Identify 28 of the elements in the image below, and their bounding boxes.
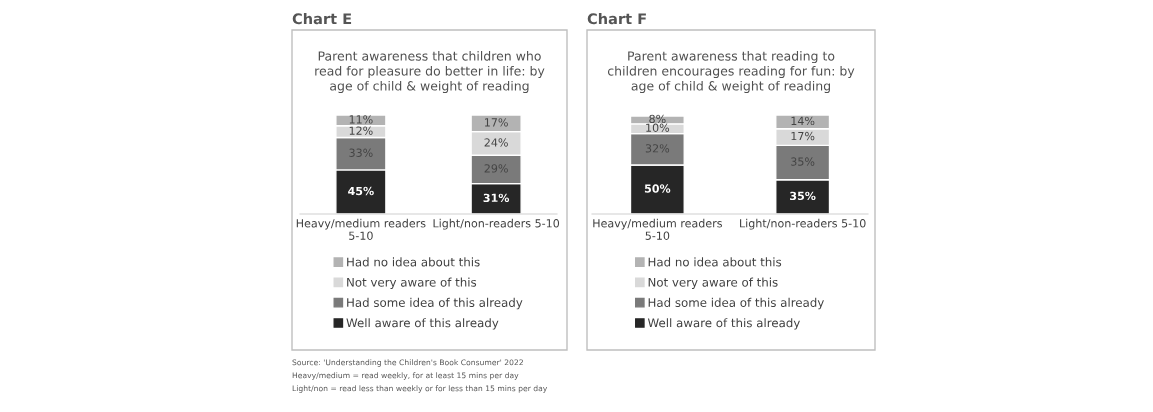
legend-label: Not very aware of this: [347, 277, 477, 289]
legend-label: Had no idea about this: [648, 257, 782, 267]
chart-subtitle: Parent awareness that reading to children encourages reading for fun: by age of child & weight of reading: [607, 51, 855, 93]
data-label: 11%: [349, 115, 373, 124]
data-label: 14%: [791, 116, 815, 126]
data-label: 10%: [646, 123, 670, 132]
data-label: 17%: [791, 131, 815, 141]
data-label: 24%: [484, 138, 508, 147]
x-tick-label: Light/non-readers 5-10: [740, 218, 866, 230]
data-label: 8%: [649, 114, 666, 124]
chart-title: Chart F: [587, 12, 646, 25]
data-label: 35%: [790, 191, 816, 201]
data-label: 45%: [348, 186, 374, 196]
chart-title: Chart E: [292, 12, 352, 25]
legend-label: Had some idea of this already: [347, 297, 523, 310]
x-tick-label: Heavy/medium readers 5-10: [593, 218, 722, 240]
chart-subtitle: Parent awareness that children who read for pleasure do better in life: by age of child & weight of reading: [315, 51, 545, 93]
legend-label: Had no idea about this: [347, 257, 480, 267]
data-label: 31%: [483, 193, 510, 203]
legend-label: Had some idea of this already: [648, 297, 824, 310]
data-label: 17%: [485, 118, 508, 127]
x-tick-label: Light/non-readers 5-10: [433, 218, 560, 230]
x-tick-label: Heavy/medium readers 5-10: [296, 218, 426, 240]
legend-label: Well aware of this already: [647, 318, 800, 330]
legend-label: Well aware of this already: [346, 318, 499, 330]
legend-label: Not very aware of this: [648, 277, 778, 289]
data-label: 50%: [644, 184, 671, 193]
data-label: 12%: [349, 126, 373, 135]
